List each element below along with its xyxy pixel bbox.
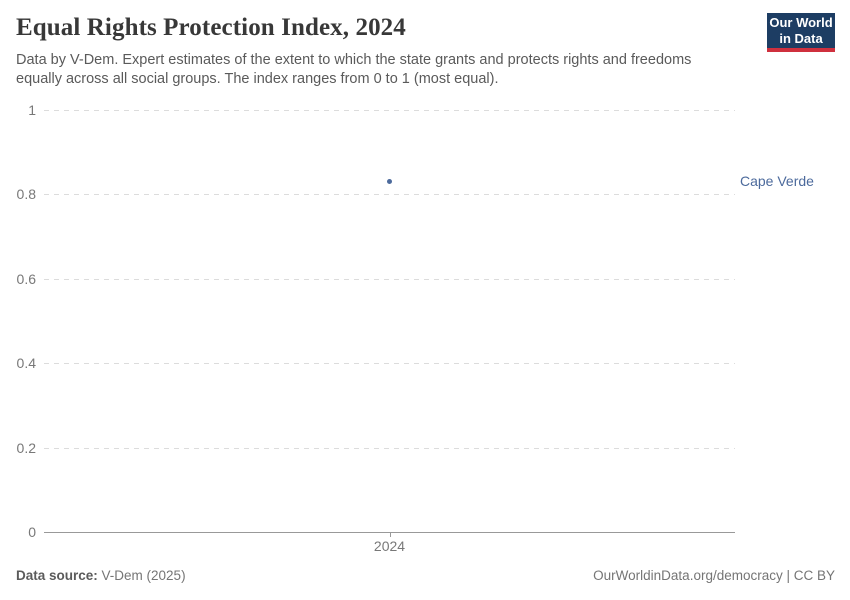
y-axis-tick-label: 0.8 [16, 186, 36, 203]
owid-logo-line2: in Data [779, 30, 823, 46]
gridline [44, 194, 735, 196]
data-source-note: Data source: V-Dem (2025) [16, 568, 186, 583]
gridline [44, 447, 735, 449]
entity-label-cape-verde[interactable]: Cape Verde [740, 172, 814, 189]
y-axis-tick-label: 0.2 [16, 439, 36, 456]
chart-footer: Data source: V-Dem (2025) OurWorldinData… [16, 568, 835, 583]
gridline [44, 363, 735, 365]
license-link[interactable]: OurWorldinData.org/democracy | CC BY [593, 568, 835, 583]
y-axis-tick-label: 1 [28, 102, 36, 118]
x-axis-tick-label: 2024 [373, 538, 406, 554]
y-axis-tick-label: 0.4 [16, 355, 36, 372]
data-source-value: V-Dem (2025) [97, 568, 186, 583]
data-source-label: Data source: [16, 568, 98, 583]
y-axis-tick-label: 0 [28, 524, 36, 540]
y-axis-tick-label: 0.6 [16, 270, 36, 287]
gridline [44, 110, 735, 111]
x-axis-tick-mark [389, 532, 391, 537]
owid-logo-line1: Our World [769, 14, 833, 30]
chart-title: Equal Rights Protection Index, 2024 [16, 14, 406, 41]
owid-logo[interactable]: Our World in Data [767, 13, 835, 52]
gridline [44, 278, 735, 280]
chart-subtitle: Data by V-Dem. Expert estimates of the e… [16, 52, 692, 87]
data-point-cape-verde[interactable] [387, 179, 392, 185]
